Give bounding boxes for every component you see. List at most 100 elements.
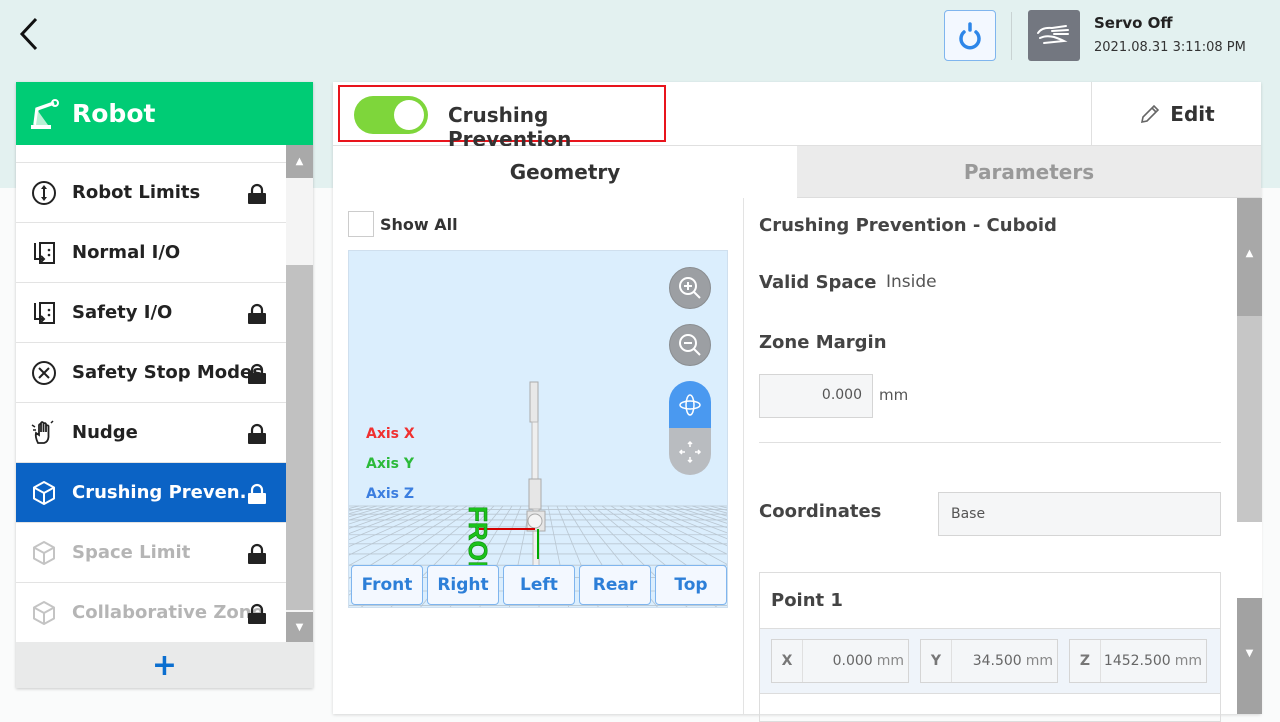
view-right-button[interactable]: Right xyxy=(427,565,499,605)
scroll-up-button[interactable]: ▲ xyxy=(1237,198,1262,316)
lock-icon xyxy=(246,183,268,210)
sidebar-item-space-limit[interactable]: Space Limit xyxy=(16,523,286,583)
scroll-thumb[interactable] xyxy=(286,265,313,610)
axis-x-label: Axis X xyxy=(366,426,415,442)
zoom-out-button[interactable] xyxy=(669,324,711,366)
point-1-fields: X 0.000 mm Y 34.500 mm Z 1452.500 mm xyxy=(760,628,1220,694)
sidebar: Robot Robot Limits Normal I/O Safety I/O Sa… xyxy=(16,82,313,688)
z-value: 1452.500 xyxy=(1103,653,1171,669)
sidebar-header: Robot xyxy=(16,82,313,145)
point-1-x-field[interactable]: X 0.000 mm xyxy=(771,639,909,683)
sidebar-item-collaborative-zone[interactable]: Collaborative Zone xyxy=(16,583,286,642)
header-divider xyxy=(1011,12,1012,60)
list-item-partial[interactable] xyxy=(16,145,286,163)
cube-icon xyxy=(30,479,58,507)
sidebar-item-label: Robot Limits xyxy=(72,182,201,203)
divider xyxy=(759,442,1221,443)
scroll-down-button[interactable]: ▼ xyxy=(1237,598,1262,714)
x-unit: mm xyxy=(876,653,904,669)
point-1-y-field[interactable]: Y 34.500 mm xyxy=(920,639,1058,683)
lock-icon xyxy=(246,483,268,510)
details-title: Crushing Prevention - Cuboid xyxy=(759,215,1057,236)
view-rear-button[interactable]: Rear xyxy=(579,565,651,605)
y-unit: mm xyxy=(1025,653,1053,669)
home-pose-icon xyxy=(959,21,981,49)
sidebar-item-safety-i-o[interactable]: Safety I/O xyxy=(16,283,286,343)
scroll-down-button[interactable]: ▼ xyxy=(286,612,313,642)
lock-icon xyxy=(246,303,268,330)
scroll-up-button[interactable]: ▲ xyxy=(286,145,313,178)
zoom-in-button[interactable] xyxy=(669,267,711,309)
sidebar-item-label: Nudge xyxy=(72,422,138,443)
pan-mode-button[interactable] xyxy=(669,428,711,475)
lock-icon xyxy=(246,543,268,570)
sidebar-item-nudge[interactable]: Nudge xyxy=(16,403,286,463)
lock-icon xyxy=(246,423,268,450)
toggle-knob xyxy=(394,100,424,130)
point-1-title: Point 1 xyxy=(771,590,843,611)
edit-button[interactable]: Edit xyxy=(1091,82,1261,146)
sidebar-item-robot-limits[interactable]: Robot Limits xyxy=(16,163,286,223)
servo-button[interactable] xyxy=(1028,10,1080,61)
valid-space-value: Inside xyxy=(886,272,937,292)
home-pose-button[interactable] xyxy=(944,10,996,61)
datetime: 2021.08.31 3:11:08 PM xyxy=(1094,40,1246,55)
cube-icon xyxy=(30,599,58,627)
coordinates-label: Coordinates xyxy=(759,501,882,522)
scroll-track xyxy=(1237,522,1262,598)
3d-viewer[interactable]: FRONT Axis X Axis Y Axis Z Front Right L… xyxy=(348,250,728,608)
crushing-prevention-toggle-group: Crushing Prevention xyxy=(338,85,666,151)
rotate-mode-button[interactable] xyxy=(669,381,711,428)
sidebar-title: Robot xyxy=(72,99,156,128)
sidebar-item-label: Safety I/O xyxy=(72,302,173,323)
sidebar-item-label: Crushing Preven... xyxy=(72,482,261,503)
x-label: X xyxy=(772,640,803,682)
tab-geometry[interactable]: Geometry xyxy=(333,146,797,198)
point-1-z-field[interactable]: Z 1452.500 mm xyxy=(1069,639,1207,683)
show-all-checkbox[interactable] xyxy=(348,211,374,237)
robot-arm-icon xyxy=(31,98,59,129)
view-mode-switch xyxy=(669,381,711,475)
sidebar-item-label: Space Limit xyxy=(72,542,191,563)
view-front-button[interactable]: Front xyxy=(351,565,423,605)
zoom-out-icon xyxy=(679,334,701,356)
back-button[interactable] xyxy=(16,14,46,54)
plus-icon: + xyxy=(151,647,178,683)
zone-margin-input[interactable]: 0.000 xyxy=(759,374,873,418)
pan-arrows-icon xyxy=(678,440,702,463)
show-all-checkbox-group[interactable]: Show All xyxy=(348,211,458,237)
pencil-icon xyxy=(1141,104,1160,124)
main-panel: Crushing Prevention Edit Geometry Parame… xyxy=(333,82,1262,722)
view-left-button[interactable]: Left xyxy=(503,565,575,605)
valid-space-label: Valid Space xyxy=(759,272,877,293)
tab-parameters[interactable]: Parameters xyxy=(797,146,1261,198)
sidebar-item-crushing-preven[interactable]: Crushing Preven... xyxy=(16,463,286,523)
y-value: 34.500 xyxy=(972,653,1022,669)
stop-circle-icon xyxy=(30,359,58,387)
sidebar-scrollbar[interactable]: ▲ ▼ xyxy=(286,145,313,642)
x-value: 0.000 xyxy=(832,653,873,669)
chevron-left-icon xyxy=(19,17,38,51)
add-button[interactable]: + xyxy=(16,642,313,688)
details-scrollbar[interactable]: ▲ ▼ xyxy=(1237,198,1262,714)
io-icon xyxy=(30,299,58,327)
z-label: Z xyxy=(1070,640,1101,682)
axis-z-label: Axis Z xyxy=(366,486,415,502)
tab-bar: Geometry Parameters xyxy=(333,146,1261,198)
edit-label: Edit xyxy=(1170,102,1215,126)
view-top-button[interactable]: Top xyxy=(655,565,727,605)
panel-divider xyxy=(743,198,744,714)
hand-icon xyxy=(30,419,58,447)
crushing-prevention-toggle[interactable] xyxy=(354,96,428,134)
coordinates-select[interactable]: Base xyxy=(938,492,1221,536)
point-1-card: Point 1 X 0.000 mm Y 34.500 mm Z 1452.500 mm xyxy=(759,572,1221,722)
scroll-thumb[interactable] xyxy=(1237,316,1262,522)
z-unit: mm xyxy=(1174,653,1202,669)
robot-limits-icon xyxy=(30,179,58,207)
axis-y-label: Axis Y xyxy=(366,456,415,472)
sidebar-item-label: Normal I/O xyxy=(72,242,181,263)
sidebar-item-normal-i-o[interactable]: Normal I/O xyxy=(16,223,286,283)
cube-icon xyxy=(30,539,58,567)
sidebar-item-safety-stop-modes[interactable]: Safety Stop Modes xyxy=(16,343,286,403)
orbit-icon xyxy=(679,393,701,416)
